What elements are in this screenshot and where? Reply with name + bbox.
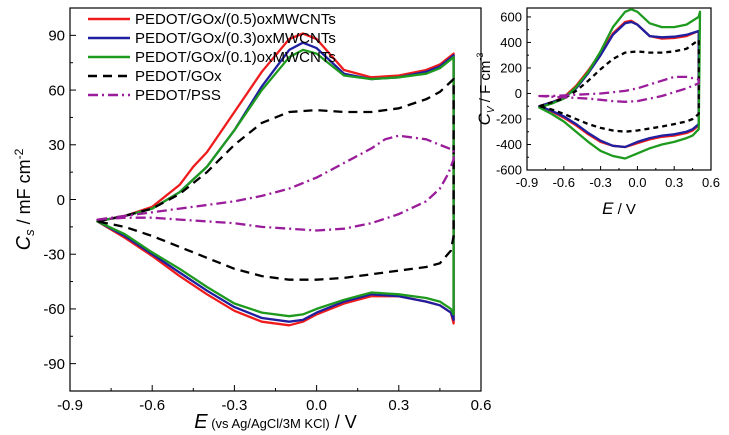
x-tick-label: 0.3 [388, 397, 409, 414]
series-line-2 [538, 20, 700, 149]
series-line-5 [538, 75, 700, 103]
series-line-3 [538, 8, 702, 160]
x-tick-label: -0.6 [553, 175, 575, 190]
legend-label-3: PEDOT/GOx/(0.1)oxMWCNTs [135, 49, 336, 66]
x-tick-label: -0.3 [589, 175, 611, 190]
y-tick-label: -30 [43, 246, 65, 263]
y-tick-label: 200 [500, 61, 522, 76]
legend-label-4: PEDOT/GOx [135, 68, 222, 85]
x-tick-label: -0.3 [221, 397, 247, 414]
x-tick-label: 0.0 [306, 397, 327, 414]
series-line-4 [96, 77, 455, 281]
x-tick-label: 0.0 [628, 175, 646, 190]
y-tick-label: 0 [515, 86, 522, 101]
x-tick-label: -0.9 [57, 397, 83, 414]
y-tick-label: -600 [496, 163, 522, 178]
y-tick-label: -60 [43, 301, 65, 318]
legend-label-1: PEDOT/GOx/(0.5)oxMWCNTs [135, 11, 336, 28]
x-tick-label: -0.9 [516, 175, 538, 190]
inset-chart: -0.9 -0.6 -0.3 0.0 0.3 0.6 -600 -400 -200 0 200 400… [475, 7, 720, 218]
series-line-3 [96, 48, 455, 318]
x-tick-label: 0.3 [665, 175, 683, 190]
y-tick-label: 600 [500, 9, 522, 24]
y-tick-label: 400 [500, 35, 522, 50]
y-tick-label: -400 [496, 137, 522, 152]
x-axis-label: E (vs Ag/AgCl/3M KCl) / V [194, 411, 356, 433]
y-axis-label: Cs / mF cm-2 [12, 148, 37, 250]
y-axis-label: CV / F cm-3 [475, 53, 497, 126]
legend: PEDOT/GOx/(0.5)oxMWCNTs PEDOT/GOx/(0.3)ox… [88, 11, 336, 104]
x-tick-label: -0.6 [139, 397, 165, 414]
series-line-5 [96, 134, 455, 232]
y-tick-label: 60 [48, 82, 65, 99]
y-tick-label: 30 [48, 137, 65, 154]
series-line-4 [538, 38, 700, 133]
y-tick-label: 0 [57, 192, 65, 209]
main-chart: -0.9 -0.6 -0.3 0.0 0.3 0.6 -90 -60 -30 0 30 60 90 E (… [12, 7, 492, 433]
legend-label-2: PEDOT/GOx/(0.3)oxMWCNTs [135, 30, 336, 47]
x-tick-label: 0.6 [471, 397, 492, 414]
series-line-1 [538, 19, 700, 149]
y-tick-label: -90 [43, 356, 65, 373]
x-tick-label: 0.6 [702, 175, 720, 190]
legend-label-5: PEDOT/PSS [135, 87, 221, 104]
y-tick-label: 90 [48, 28, 65, 45]
x-axis-label: E / V [602, 199, 636, 218]
y-tick-label: -200 [496, 112, 522, 127]
